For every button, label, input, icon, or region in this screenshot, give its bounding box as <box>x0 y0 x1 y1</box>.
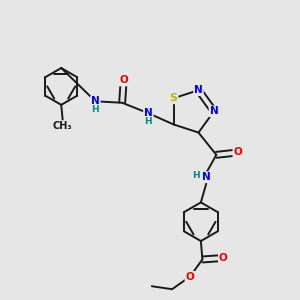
Text: N: N <box>194 85 203 95</box>
Text: H: H <box>192 171 199 180</box>
Text: N: N <box>209 106 218 116</box>
Text: CH₃: CH₃ <box>53 121 73 131</box>
Text: O: O <box>233 148 242 158</box>
Text: H: H <box>144 117 152 126</box>
Text: O: O <box>185 272 194 282</box>
Text: N: N <box>202 172 211 182</box>
Text: O: O <box>119 76 128 85</box>
Text: N: N <box>91 96 100 106</box>
Text: H: H <box>91 105 99 114</box>
Text: S: S <box>169 93 178 103</box>
Text: O: O <box>219 253 227 263</box>
Text: N: N <box>144 108 153 118</box>
